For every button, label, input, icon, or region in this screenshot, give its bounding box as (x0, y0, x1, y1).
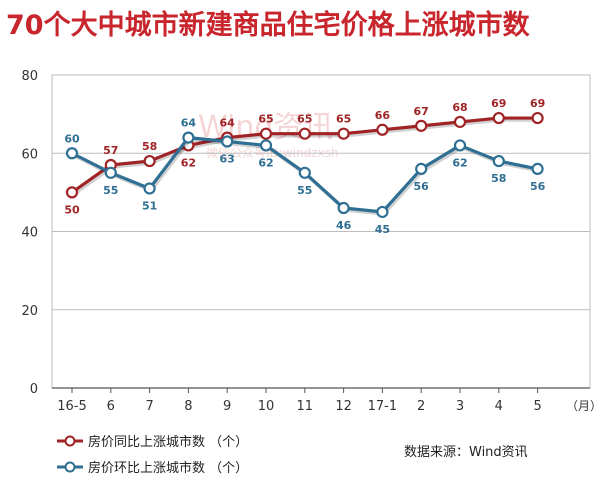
legend: 房价同比上涨城市数 （个） 房价环比上涨城市数 （个） (57, 434, 248, 476)
data-label: 57 (103, 144, 118, 157)
data-point (453, 115, 467, 129)
data-point (65, 186, 79, 199)
data-label: 56 (414, 180, 430, 193)
x-tick-label: 12 (335, 399, 352, 414)
data-label: 45 (375, 223, 390, 236)
y-tick-label: 40 (21, 226, 38, 241)
y-tick-label: 80 (21, 69, 38, 84)
x-tick-label: 10 (258, 399, 275, 414)
data-point (415, 119, 428, 132)
data-label: 55 (103, 184, 118, 197)
data-label: 60 (64, 132, 80, 145)
data-label: 50 (64, 203, 80, 216)
series-1 (65, 111, 544, 199)
data-point (65, 147, 79, 160)
x-tick-label: 11 (297, 399, 314, 414)
data-label: 68 (452, 101, 467, 114)
x-tick-label: 9 (223, 399, 231, 414)
data-label: 69 (491, 97, 506, 110)
data-point (259, 127, 273, 140)
data-label: 65 (297, 113, 312, 126)
data-label: 64 (181, 117, 197, 130)
data-label: 58 (142, 140, 157, 153)
data-label: 62 (181, 156, 196, 169)
legend-swatch-marker (64, 435, 76, 447)
x-tick-label: 5 (533, 399, 541, 414)
data-point (337, 201, 350, 215)
data-label: 58 (491, 172, 506, 185)
data-point (143, 182, 156, 195)
legend-swatch-marker (64, 461, 76, 473)
data-label: 65 (336, 113, 351, 126)
x-tick-label: 2 (417, 399, 425, 414)
data-point (492, 154, 505, 168)
data-point (376, 205, 389, 219)
x-unit-label: （月） (566, 399, 602, 413)
data-point (143, 154, 156, 168)
x-tick-label: 6 (107, 399, 115, 414)
x-tick-label: 3 (456, 399, 464, 414)
data-label: 46 (336, 219, 352, 232)
data-label: 55 (297, 184, 312, 197)
data-point (337, 127, 350, 140)
data-label: 51 (142, 199, 157, 212)
legend-item-2: 房价环比上涨城市数 （个） (57, 460, 248, 476)
data-point (298, 127, 311, 140)
data-point (221, 135, 234, 148)
data-label: 56 (530, 180, 546, 193)
data-point (453, 139, 467, 152)
data-point (376, 123, 389, 136)
x-tick-label: 4 (495, 399, 503, 414)
data-label: 69 (530, 97, 545, 110)
y-tick-label: 60 (21, 147, 38, 162)
data-label: 67 (414, 105, 429, 118)
data-point (415, 162, 428, 175)
y-tick-label: 0 (30, 382, 38, 397)
legend-label: 房价同比上涨城市数 （个） (88, 434, 248, 450)
source-note: 数据来源：Wind资讯 (404, 445, 528, 460)
series: 50 57 58 62 64 65 65 65 66 67 68 69 69 60 55 51 64 63 62 55… (64, 97, 545, 236)
legend-label: 房价环比上涨城市数 （个） (88, 460, 248, 476)
chart-title: 70个大中城市新建商品住宅价格上涨城市数 (6, 9, 531, 41)
series-2 (65, 131, 544, 219)
data-label: 65 (258, 113, 273, 126)
data-point (531, 162, 544, 175)
data-point (492, 111, 505, 125)
data-label: 63 (220, 153, 235, 166)
data-point (298, 166, 311, 179)
x-tick-label: 17-1 (368, 399, 398, 414)
data-label: 64 (220, 117, 236, 130)
data-point (182, 131, 195, 144)
data-point (531, 111, 544, 125)
x-tick-label: 8 (184, 399, 192, 414)
data-label: 62 (258, 156, 273, 169)
x-tick-label: 16-5 (57, 399, 87, 414)
x-tick-label: 7 (145, 399, 153, 414)
y-tick-label: 20 (21, 304, 38, 319)
data-point (104, 166, 117, 179)
data-point (259, 139, 273, 152)
data-label: 62 (452, 156, 467, 169)
data-label: 66 (375, 109, 391, 122)
legend-item-1: 房价同比上涨城市数 （个） (57, 434, 248, 450)
